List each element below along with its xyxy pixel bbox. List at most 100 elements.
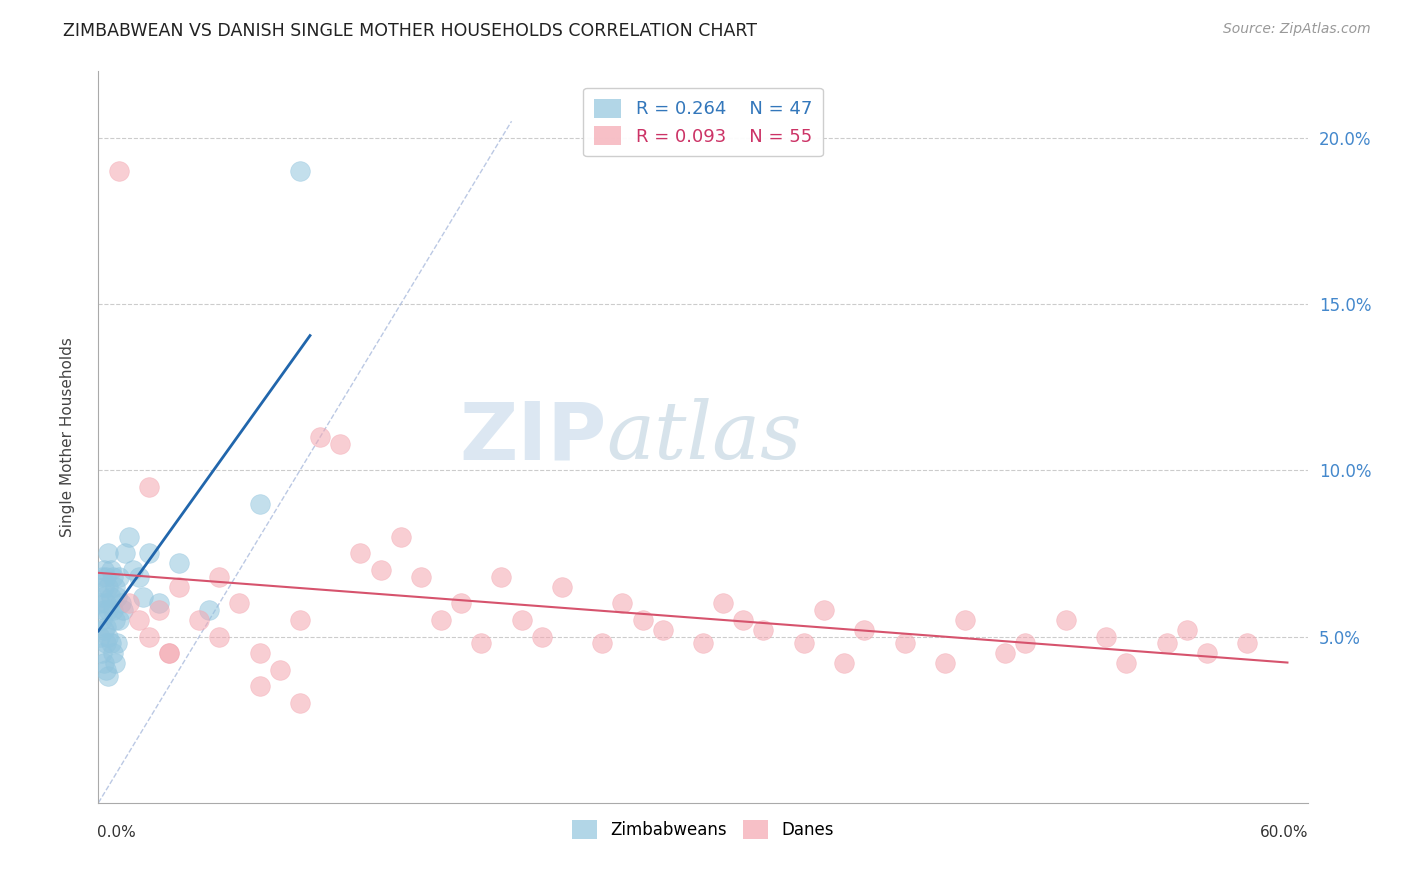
Point (89, 596, 111, 610)
Point (188, 613, 211, 627)
Point (994, 646, 1017, 660)
Point (1195, 646, 1218, 660)
Point (167, 557, 190, 571)
Point (711, 596, 734, 610)
Point (93, 563, 115, 577)
Point (551, 580, 574, 594)
Point (96, 596, 118, 610)
Point (167, 580, 190, 594)
Point (288, 613, 311, 627)
Point (100, 563, 122, 577)
Point (128, 570, 150, 584)
Point (111, 603, 134, 617)
Point (491, 570, 513, 584)
Point (249, 680, 271, 694)
Point (813, 603, 835, 617)
Point (370, 563, 392, 577)
Point (450, 596, 472, 610)
Point (288, 696, 311, 710)
Point (1175, 623, 1198, 637)
Point (118, 596, 141, 610)
Point (349, 546, 371, 560)
Point (96, 636, 118, 650)
Text: Source: ZipAtlas.com: Source: ZipAtlas.com (1223, 22, 1371, 37)
Point (97, 580, 120, 594)
Point (470, 636, 492, 650)
Point (105, 636, 128, 650)
Point (1054, 613, 1077, 627)
Point (269, 663, 291, 677)
Point (97, 546, 120, 560)
Point (208, 570, 231, 584)
Text: ZIMBABWEAN VS DANISH SINGLE MOTHER HOUSEHOLDS CORRELATION CHART: ZIMBABWEAN VS DANISH SINGLE MOTHER HOUSE… (63, 22, 758, 40)
Point (288, 164, 311, 178)
Point (953, 613, 976, 627)
Point (228, 596, 250, 610)
Point (1115, 656, 1137, 670)
Text: ZIP: ZIP (458, 398, 606, 476)
Point (893, 636, 915, 650)
Legend: Zimbabweans, Danes: Zimbabweans, Danes (565, 814, 841, 846)
Point (793, 636, 815, 650)
Point (389, 530, 412, 544)
Point (110, 596, 132, 610)
Point (103, 580, 125, 594)
Point (692, 636, 714, 650)
Point (105, 590, 128, 604)
Point (591, 636, 613, 650)
Point (107, 164, 129, 178)
Point (121, 563, 143, 577)
Point (752, 623, 775, 637)
Point (430, 613, 453, 627)
Point (101, 570, 124, 584)
Point (208, 630, 231, 644)
Point (107, 613, 129, 627)
Point (631, 613, 654, 627)
Text: 0.0%: 0.0% (97, 825, 136, 839)
Y-axis label: Single Mother Households: Single Mother Households (60, 337, 75, 537)
Point (409, 570, 432, 584)
Point (103, 656, 125, 670)
Point (96, 619, 118, 633)
Point (853, 623, 876, 637)
Point (89, 630, 111, 644)
Point (107, 570, 129, 584)
Point (148, 603, 170, 617)
Point (96, 570, 118, 584)
Point (93, 603, 115, 617)
Point (530, 630, 553, 644)
Point (93, 656, 115, 670)
Point (138, 546, 160, 560)
Point (733, 613, 755, 627)
Point (96, 663, 118, 677)
Point (93, 623, 115, 637)
Point (114, 546, 136, 560)
Point (1095, 630, 1118, 644)
Point (97, 603, 120, 617)
Point (510, 613, 533, 627)
Point (934, 656, 956, 670)
Point (91, 613, 114, 627)
Point (198, 603, 221, 617)
Point (249, 646, 271, 660)
Point (91, 646, 114, 660)
Point (97, 630, 120, 644)
Point (132, 590, 155, 604)
Point (100, 590, 122, 604)
Point (101, 646, 124, 660)
Point (148, 596, 170, 610)
Point (249, 497, 271, 511)
Text: atlas: atlas (606, 399, 801, 475)
Point (103, 613, 125, 627)
Text: 60.0%: 60.0% (1260, 825, 1309, 839)
Point (157, 646, 180, 660)
Point (1156, 636, 1178, 650)
Point (157, 646, 180, 660)
Point (91, 570, 114, 584)
Point (1236, 636, 1258, 650)
Point (93, 580, 115, 594)
Point (1014, 636, 1036, 650)
Point (128, 613, 150, 627)
Point (91, 590, 114, 604)
Point (100, 636, 122, 650)
